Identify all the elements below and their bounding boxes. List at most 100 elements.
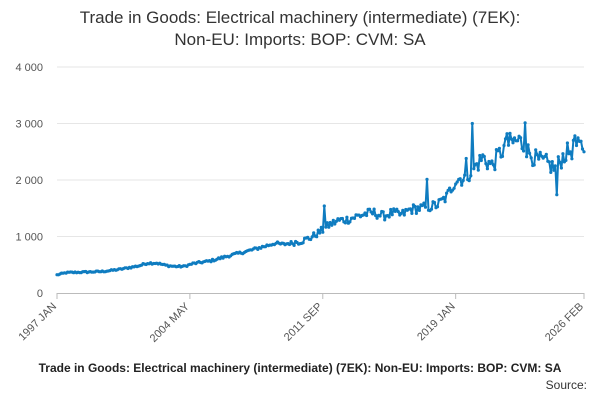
data-point: [389, 207, 393, 212]
data-point: [534, 148, 538, 152]
data-point: [402, 213, 406, 217]
data-point: [580, 147, 585, 151]
data-point: [503, 137, 508, 141]
data-point: [461, 178, 465, 183]
data-point: [448, 186, 452, 190]
data-point: [429, 207, 434, 211]
data-point: [333, 222, 337, 226]
data-point: [573, 134, 577, 138]
data-point: [576, 136, 580, 140]
data-point: [496, 149, 500, 153]
data-point: [549, 170, 553, 174]
y-tick-label: 0: [37, 288, 43, 300]
chart-title-line-2: Non-EU: Imports: BOP: CVM: SA: [174, 30, 426, 49]
data-point: [372, 207, 376, 211]
data-point: [579, 139, 583, 143]
data-point: [564, 158, 568, 162]
data-point: [535, 153, 539, 157]
data-point: [516, 139, 520, 143]
grid-lines: [57, 66, 584, 237]
data-point: [511, 141, 515, 145]
data-point: [482, 154, 486, 159]
data-point: [490, 159, 494, 163]
data-point: [330, 223, 334, 227]
data-point: [506, 143, 511, 147]
data-point: [318, 231, 322, 235]
data-point: [497, 146, 501, 150]
data-point: [528, 151, 532, 155]
data-point: [345, 215, 349, 219]
data-point: [472, 167, 476, 171]
data-points: [55, 121, 586, 277]
data-point: [392, 207, 396, 211]
data-point: [416, 205, 420, 209]
data-point: [525, 155, 529, 159]
data-point: [469, 174, 473, 178]
data-point: [331, 218, 335, 222]
data-point: [325, 221, 329, 225]
x-tick-label: 2011 SEP: [282, 301, 325, 344]
data-point: [348, 220, 352, 224]
data-point: [568, 150, 573, 154]
data-point: [414, 211, 418, 215]
data-point: [519, 136, 523, 140]
data-point: [316, 228, 320, 232]
data-point: [532, 163, 536, 167]
data-point: [396, 210, 400, 214]
data-point: [485, 167, 489, 171]
source-label: Source:: [545, 378, 587, 392]
data-point: [526, 143, 530, 147]
data-point: [395, 207, 399, 211]
data-point: [484, 162, 488, 166]
data-point: [538, 150, 542, 154]
x-axis-labels: 1997 JAN 2004 MAY 2011 SEP 2019 JAN 2026 FEB: [16, 300, 586, 345]
data-point: [529, 156, 533, 160]
chart-title: Trade in Goods: Electrical machinery (in…: [0, 7, 600, 51]
y-tick-label: 2 000: [15, 175, 43, 187]
data-point: [425, 177, 429, 181]
data-point: [523, 121, 527, 125]
data-point: [292, 243, 296, 247]
data-point: [555, 193, 559, 197]
data-point: [340, 216, 344, 221]
y-tick-label: 4 000: [15, 62, 43, 74]
data-point: [287, 242, 292, 247]
data-point: [552, 168, 556, 172]
data-point: [368, 207, 372, 211]
data-point: [522, 149, 526, 153]
data-point: [401, 208, 405, 212]
data-point: [553, 164, 557, 168]
data-point: [475, 162, 479, 166]
data-point: [467, 179, 471, 183]
data-point: [381, 210, 385, 214]
data-point: [443, 200, 447, 204]
data-point: [512, 136, 517, 140]
data-point: [374, 213, 378, 218]
data-point: [413, 204, 417, 208]
data-point: [520, 147, 524, 151]
data-point: [543, 154, 547, 159]
data-point: [435, 205, 440, 209]
data-point: [574, 143, 579, 148]
data-point: [582, 150, 586, 154]
data-point: [544, 152, 548, 156]
data-point: [310, 235, 314, 239]
data-point: [343, 221, 347, 225]
data-point: [387, 215, 391, 219]
data-point: [491, 163, 495, 167]
data-point: [378, 214, 382, 218]
data-point: [509, 137, 514, 141]
data-point: [352, 216, 357, 220]
data-point: [420, 203, 424, 208]
chart-caption: Trade in Goods: Electrical machinery (in…: [38, 361, 562, 375]
data-point: [550, 160, 554, 164]
data-point: [309, 237, 313, 242]
data-point: [479, 158, 483, 163]
data-point: [547, 160, 551, 164]
x-tick-label: 2019 JAN: [415, 301, 458, 344]
data-point: [464, 156, 468, 161]
data-point: [463, 173, 467, 177]
data-point: [422, 201, 426, 205]
data-point: [508, 131, 512, 135]
